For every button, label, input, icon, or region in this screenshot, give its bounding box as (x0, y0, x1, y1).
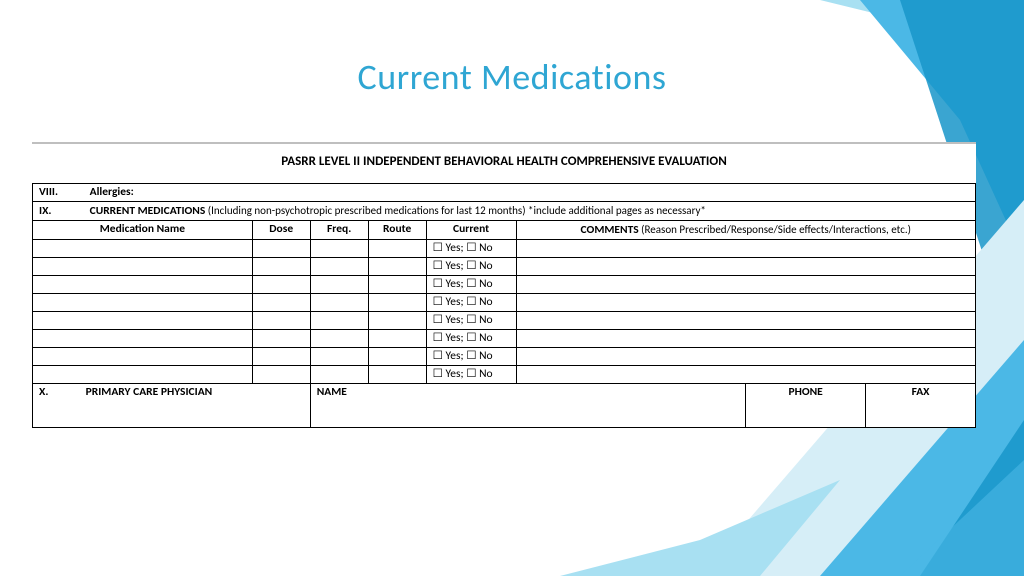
cell-medname[interactable] (33, 240, 253, 258)
col-comments: COMMENTS (Reason Prescribed/Response/Sid… (516, 221, 975, 240)
cell-medname[interactable] (33, 294, 253, 312)
cell-current[interactable]: ☐ Yes; ☐ No (426, 312, 516, 330)
comments-label: COMMENTS (581, 223, 639, 237)
section-ix-num: IX. (39, 204, 87, 219)
cell-freq[interactable] (310, 366, 368, 384)
section-viii-label: Allergies: (90, 185, 134, 199)
pcx-name-label: NAME (317, 385, 347, 399)
col-freq: Freq. (310, 221, 368, 240)
cell-freq[interactable] (310, 240, 368, 258)
cell-dose[interactable] (252, 330, 310, 348)
section-allergies: VIII. Allergies: (33, 184, 976, 202)
medications-table: VIII. Allergies: IX. CURRENT MEDICATIONS… (32, 183, 976, 428)
form-header: PASRR LEVEL II INDEPENDENT BEHAVIORAL HE… (32, 144, 976, 183)
cell-dose[interactable] (252, 276, 310, 294)
table-row: ☐ Yes; ☐ No (33, 312, 976, 330)
cell-current[interactable]: ☐ Yes; ☐ No (426, 294, 516, 312)
section-current-meds: IX. CURRENT MEDICATIONS (Including non-p… (33, 202, 976, 221)
cell-current[interactable]: ☐ Yes; ☐ No (426, 366, 516, 384)
cell-freq[interactable] (310, 330, 368, 348)
section-ix-note: (Including non-psychotropic prescribed m… (205, 204, 706, 217)
cell-route[interactable] (368, 312, 426, 330)
cell-route[interactable] (368, 258, 426, 276)
cell-current[interactable]: ☐ Yes; ☐ No (426, 258, 516, 276)
cell-current[interactable]: ☐ Yes; ☐ No (426, 348, 516, 366)
table-row: ☐ Yes; ☐ No (33, 330, 976, 348)
cell-freq[interactable] (310, 258, 368, 276)
cell-medname[interactable] (33, 330, 253, 348)
section-x-label: PRIMARY CARE PHYSICIAN (86, 385, 213, 399)
table-header-row: Medication Name Dose Freq. Route Current… (33, 221, 976, 240)
cell-comments[interactable] (516, 294, 975, 312)
cell-current[interactable]: ☐ Yes; ☐ No (426, 240, 516, 258)
section-primary-care: X. PRIMARY CARE PHYSICIAN NAME PHONE FAX (33, 384, 976, 428)
cell-dose[interactable] (252, 348, 310, 366)
section-viii-num: VIII. (39, 185, 87, 200)
cell-route[interactable] (368, 240, 426, 258)
table-row: ☐ Yes; ☐ No (33, 240, 976, 258)
pcx-phone-label: PHONE (788, 385, 822, 399)
cell-route[interactable] (368, 276, 426, 294)
cell-comments[interactable] (516, 258, 975, 276)
cell-route[interactable] (368, 348, 426, 366)
table-row: ☐ Yes; ☐ No (33, 294, 976, 312)
col-current: Current (426, 221, 516, 240)
cell-medname[interactable] (33, 276, 253, 294)
col-medname: Medication Name (33, 221, 253, 240)
comments-note: (Reason Prescribed/Response/Side effects… (639, 223, 911, 236)
cell-dose[interactable] (252, 366, 310, 384)
cell-comments[interactable] (516, 366, 975, 384)
cell-dose[interactable] (252, 294, 310, 312)
table-row: ☐ Yes; ☐ No (33, 258, 976, 276)
cell-dose[interactable] (252, 258, 310, 276)
cell-comments[interactable] (516, 330, 975, 348)
cell-dose[interactable] (252, 240, 310, 258)
pcx-fax-label: FAX (912, 385, 930, 399)
cell-freq[interactable] (310, 312, 368, 330)
cell-medname[interactable] (33, 348, 253, 366)
cell-freq[interactable] (310, 348, 368, 366)
medication-form: PASRR LEVEL II INDEPENDENT BEHAVIORAL HE… (32, 142, 976, 428)
cell-comments[interactable] (516, 240, 975, 258)
section-ix-label: CURRENT MEDICATIONS (90, 204, 206, 218)
slide-title: Current Medications (358, 55, 667, 99)
cell-freq[interactable] (310, 276, 368, 294)
cell-comments[interactable] (516, 276, 975, 294)
cell-current[interactable]: ☐ Yes; ☐ No (426, 330, 516, 348)
cell-comments[interactable] (516, 312, 975, 330)
cell-route[interactable] (368, 330, 426, 348)
cell-freq[interactable] (310, 294, 368, 312)
cell-medname[interactable] (33, 366, 253, 384)
cell-current[interactable]: ☐ Yes; ☐ No (426, 276, 516, 294)
cell-medname[interactable] (33, 312, 253, 330)
col-route: Route (368, 221, 426, 240)
cell-medname[interactable] (33, 258, 253, 276)
table-row: ☐ Yes; ☐ No (33, 276, 976, 294)
section-x-num: X. (39, 385, 83, 400)
cell-comments[interactable] (516, 348, 975, 366)
cell-route[interactable] (368, 366, 426, 384)
col-dose: Dose (252, 221, 310, 240)
table-row: ☐ Yes; ☐ No (33, 348, 976, 366)
cell-route[interactable] (368, 294, 426, 312)
table-row: ☐ Yes; ☐ No (33, 366, 976, 384)
cell-dose[interactable] (252, 312, 310, 330)
